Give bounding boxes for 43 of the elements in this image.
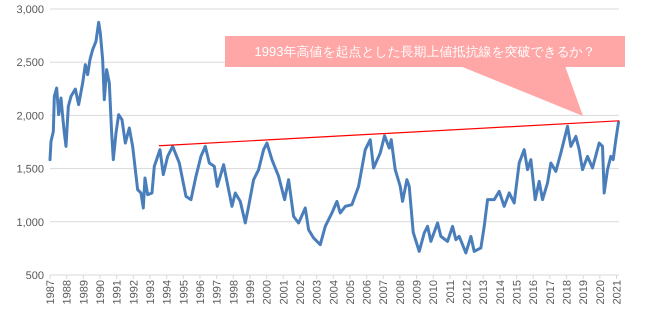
y-tick-label: 3,000 — [16, 4, 44, 16]
x-tick-label: 2019 — [578, 280, 590, 304]
x-tick-label: 2017 — [544, 280, 557, 304]
x-tick-label: 2021 — [612, 280, 624, 304]
x-tick-label: 2015 — [512, 280, 524, 304]
y-tick-label: 2,000 — [16, 110, 44, 122]
x-tick-label: 1991 — [112, 280, 124, 304]
x-tick-label: 2005 — [344, 280, 357, 304]
x-tick-label: 1992 — [128, 280, 140, 304]
x-tick-label: 2007 — [378, 280, 390, 304]
x-tick-label: 2009 — [412, 280, 424, 304]
y-tick-label: 1,500 — [16, 164, 44, 176]
annotation: 1993年高値を起点とした長期上値抵抗線を突破できるか？ — [254, 44, 596, 59]
x-tick-label: 1999 — [244, 280, 257, 304]
x-tick-label: 2010 — [428, 280, 440, 304]
x-tick-label: 2020 — [594, 280, 607, 304]
x-tick-label: 1997 — [212, 280, 224, 304]
x-tick-label: 2001 — [278, 280, 290, 304]
x-tick-label: 1990 — [94, 280, 107, 304]
x-tick-label: 1993 — [144, 280, 157, 304]
x-tick-label: 2018 — [562, 280, 574, 304]
x-tick-label: 2016 — [528, 280, 540, 304]
x-tick-label: 1987 — [45, 280, 57, 304]
x-tick-label: 2012 — [462, 280, 474, 304]
y-tick-label: 500 — [26, 270, 44, 282]
y-tick-label: 2,500 — [16, 57, 44, 70]
x-tick-label: 2002 — [294, 280, 307, 304]
x-tick-label: 1988 — [62, 280, 74, 304]
x-tick-label: 2000 — [262, 280, 274, 304]
line-series — [48, 20, 620, 254]
x-tick-label: 2011 — [444, 280, 457, 304]
x-tick-label: 1995 — [178, 280, 190, 304]
x-tick-label: 1989 — [78, 280, 90, 304]
y-tick-label: 1,000 — [16, 216, 44, 229]
x-tick-label: 1994 — [162, 280, 174, 304]
x-tick-label: 2006 — [362, 280, 374, 304]
x-tick-label: 2003 — [312, 280, 324, 304]
x-tick-label: 1996 — [194, 280, 207, 304]
x-tick-label: 2008 — [394, 280, 407, 304]
x-tick-label: 2013 — [478, 280, 490, 304]
x-tick-label: 1998 — [228, 280, 240, 304]
x-tick-label: 2004 — [328, 280, 340, 304]
x-tick-label: 2014 — [494, 280, 507, 304]
